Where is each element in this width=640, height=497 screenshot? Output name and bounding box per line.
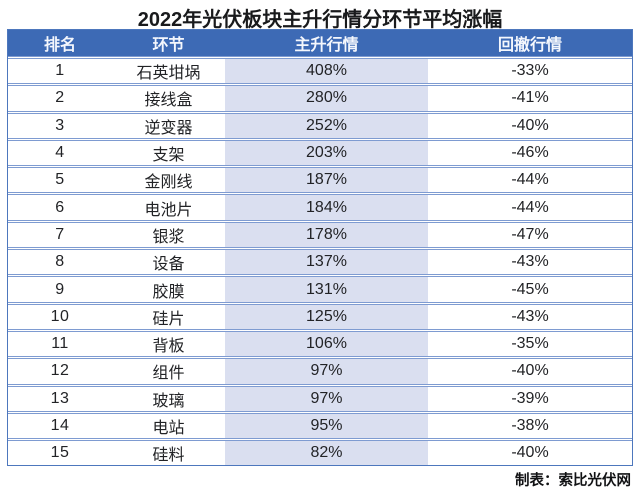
segment-cell: 石英坩埚 [136,65,201,83]
drawdown-cell: -40% [511,116,549,134]
table-row: 11 背板 106% -35% [8,328,632,357]
table-row: 5 金刚线 187% -44% [8,165,632,193]
rank-cell: 10 [50,307,70,325]
rally-cell: 178% [225,222,428,248]
drawdown-cell: -43% [511,253,549,271]
table-row: 13 玻璃 97% -39% [8,383,632,411]
rank-cell: 2 [55,89,65,107]
table-row: 12 组件 97% -40% [8,356,632,384]
rally-cell: 106% [225,331,428,357]
table-row: 2 接线盒 280% -41% [8,83,632,111]
rank-cell: 15 [50,444,70,462]
rank-cell: 8 [55,253,65,271]
rally-cell: 131% [225,277,428,302]
table-row: 14 电站 95% -38% [8,410,632,439]
column-header-segment: 环节 [152,37,185,54]
segment-cell: 背板 [152,338,185,356]
table-row: 15 硅料 82% -40% [8,438,632,466]
rank-cell: 5 [55,171,65,189]
rally-cell: 280% [225,86,428,111]
page-title: 2022年光伏板块主升行情分环节平均涨幅 [137,9,503,31]
table-row: 1 石英坩埚 408% -33% [8,56,632,84]
rally-cell: 187% [225,168,428,193]
drawdown-cell: -38% [511,417,549,434]
segment-cell: 设备 [152,256,185,274]
table-row: 9 胶膜 131% -45% [8,274,632,302]
rank-cell: 11 [51,335,69,353]
drawdown-cell: -44% [511,171,549,189]
table-row: 6 电池片 184% -44% [8,192,632,220]
table-row: 10 硅片 125% -43% [8,301,632,329]
segment-cell: 逆变器 [144,119,193,137]
table-row: 4 支架 203% -46% [8,137,632,166]
rank-cell: 6 [55,198,65,216]
rally-cell: 184% [225,195,428,220]
rally-cell: 97% [225,359,428,384]
segment-cell: 胶膜 [152,283,185,301]
drawdown-cell: -44% [511,198,549,216]
drawdown-cell: -41% [511,89,549,107]
column-header-drawdown: 回撤行情 [497,37,562,54]
drawdown-cell: -40% [511,362,549,380]
drawdown-cell: -45% [511,280,549,298]
segment-cell: 组件 [152,365,185,383]
drawdown-cell: -35% [511,335,549,353]
rank-cell: 13 [50,389,70,407]
table-row: 8 设备 137% -43% [8,247,632,275]
drawdown-cell: -39% [511,389,549,407]
drawdown-cell: -33% [511,62,549,80]
segment-cell: 硅片 [152,310,185,328]
rally-cell: 252% [225,113,428,138]
segment-cell: 电站 [152,420,185,437]
rank-cell: 7 [55,225,65,243]
table-row: 3 逆变器 252% -40% [8,110,632,138]
rank-cell: 4 [55,144,65,162]
drawdown-cell: -47% [511,225,549,243]
rank-cell: 9 [55,280,65,298]
segment-cell: 支架 [152,147,185,165]
column-header-rally: 主升行情 [294,37,359,54]
drawdown-cell: -40% [511,444,549,462]
drawdown-cell: -46% [511,144,549,162]
rally-cell: 125% [225,304,428,329]
table-body: 1 石英坩埚 408% -33% 2 接线盒 280% -41% 3 逆变器 2… [8,56,632,466]
segment-cell: 玻璃 [152,392,185,410]
rally-cell: 137% [225,250,428,275]
rank-cell: 14 [50,417,70,434]
column-header-rank: 排名 [43,37,76,54]
segment-cell: 接线盒 [144,92,193,110]
rank-cell: 3 [55,116,65,134]
segment-cell: 金刚线 [144,174,193,192]
rally-cell: 97% [225,386,428,411]
rank-cell: 1 [55,62,65,80]
rank-cell: 12 [50,362,70,380]
ranking-table: 排名 环节 主升行情 回撤行情 1 石英坩埚 408% -33% 2 接线盒 2… [7,29,633,467]
segment-cell: 硅料 [152,447,185,465]
rally-cell: 408% [225,59,428,84]
rally-cell: 203% [225,140,428,166]
segment-cell: 银浆 [152,228,185,246]
segment-cell: 电池片 [144,201,193,219]
drawdown-cell: -43% [511,307,549,325]
table-header-row: 排名 环节 主升行情 回撤行情 [8,30,632,56]
credit-text: 制表：索比光伏网 [515,473,631,489]
table-row: 7 银浆 178% -47% [8,219,632,248]
rally-cell: 95% [225,413,428,439]
rally-cell: 82% [225,441,428,466]
